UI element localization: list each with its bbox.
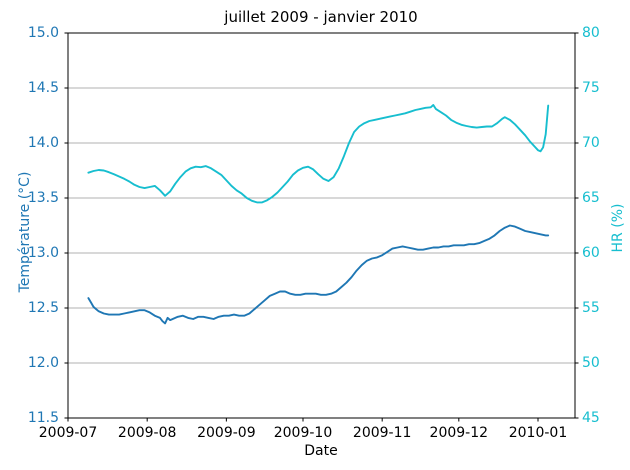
chart-title: juillet 2009 - janvier 2010 [224,8,418,26]
x-tick-label: 2009-09 [197,425,256,441]
left-y-tick-label: 14.0 [27,135,59,151]
x-tick-label: 2009-12 [429,425,489,441]
axes-frame [67,32,576,419]
hr-line [87,104,550,204]
right-y-tick-label: 60 [582,245,600,261]
x-tick-label: 2009-11 [352,425,412,441]
x-tick-label: 2009-07 [38,425,98,441]
x-tick-label: 2009-10 [273,425,333,441]
left-y-tick-label: 13.0 [27,245,59,261]
left-y-tick-label: 13.5 [27,190,59,206]
right-y-tick-label: 55 [582,300,600,316]
x-tick-label: 2009-08 [117,425,177,441]
x-tick-label: 2010-01 [508,425,568,441]
left-y-tick-label: 15.0 [27,25,59,41]
right-y-tick-label: 65 [582,190,600,206]
right-y-tick-label: 75 [582,80,600,96]
right-y-tick-label: 80 [582,25,600,41]
left-y-tick-label: 12.0 [27,355,59,371]
right-y-tick-label: 50 [582,355,600,371]
temperature-line [87,224,550,325]
x-axis-title: Date [304,443,338,459]
right-y-tick-label: 70 [582,135,600,151]
left-y-tick-label: 11.5 [27,410,59,426]
left-y-tick-label: 14.5 [27,80,59,96]
right-y-tick-label: 45 [582,410,600,426]
left-y-tick-label: 12.5 [27,300,59,316]
